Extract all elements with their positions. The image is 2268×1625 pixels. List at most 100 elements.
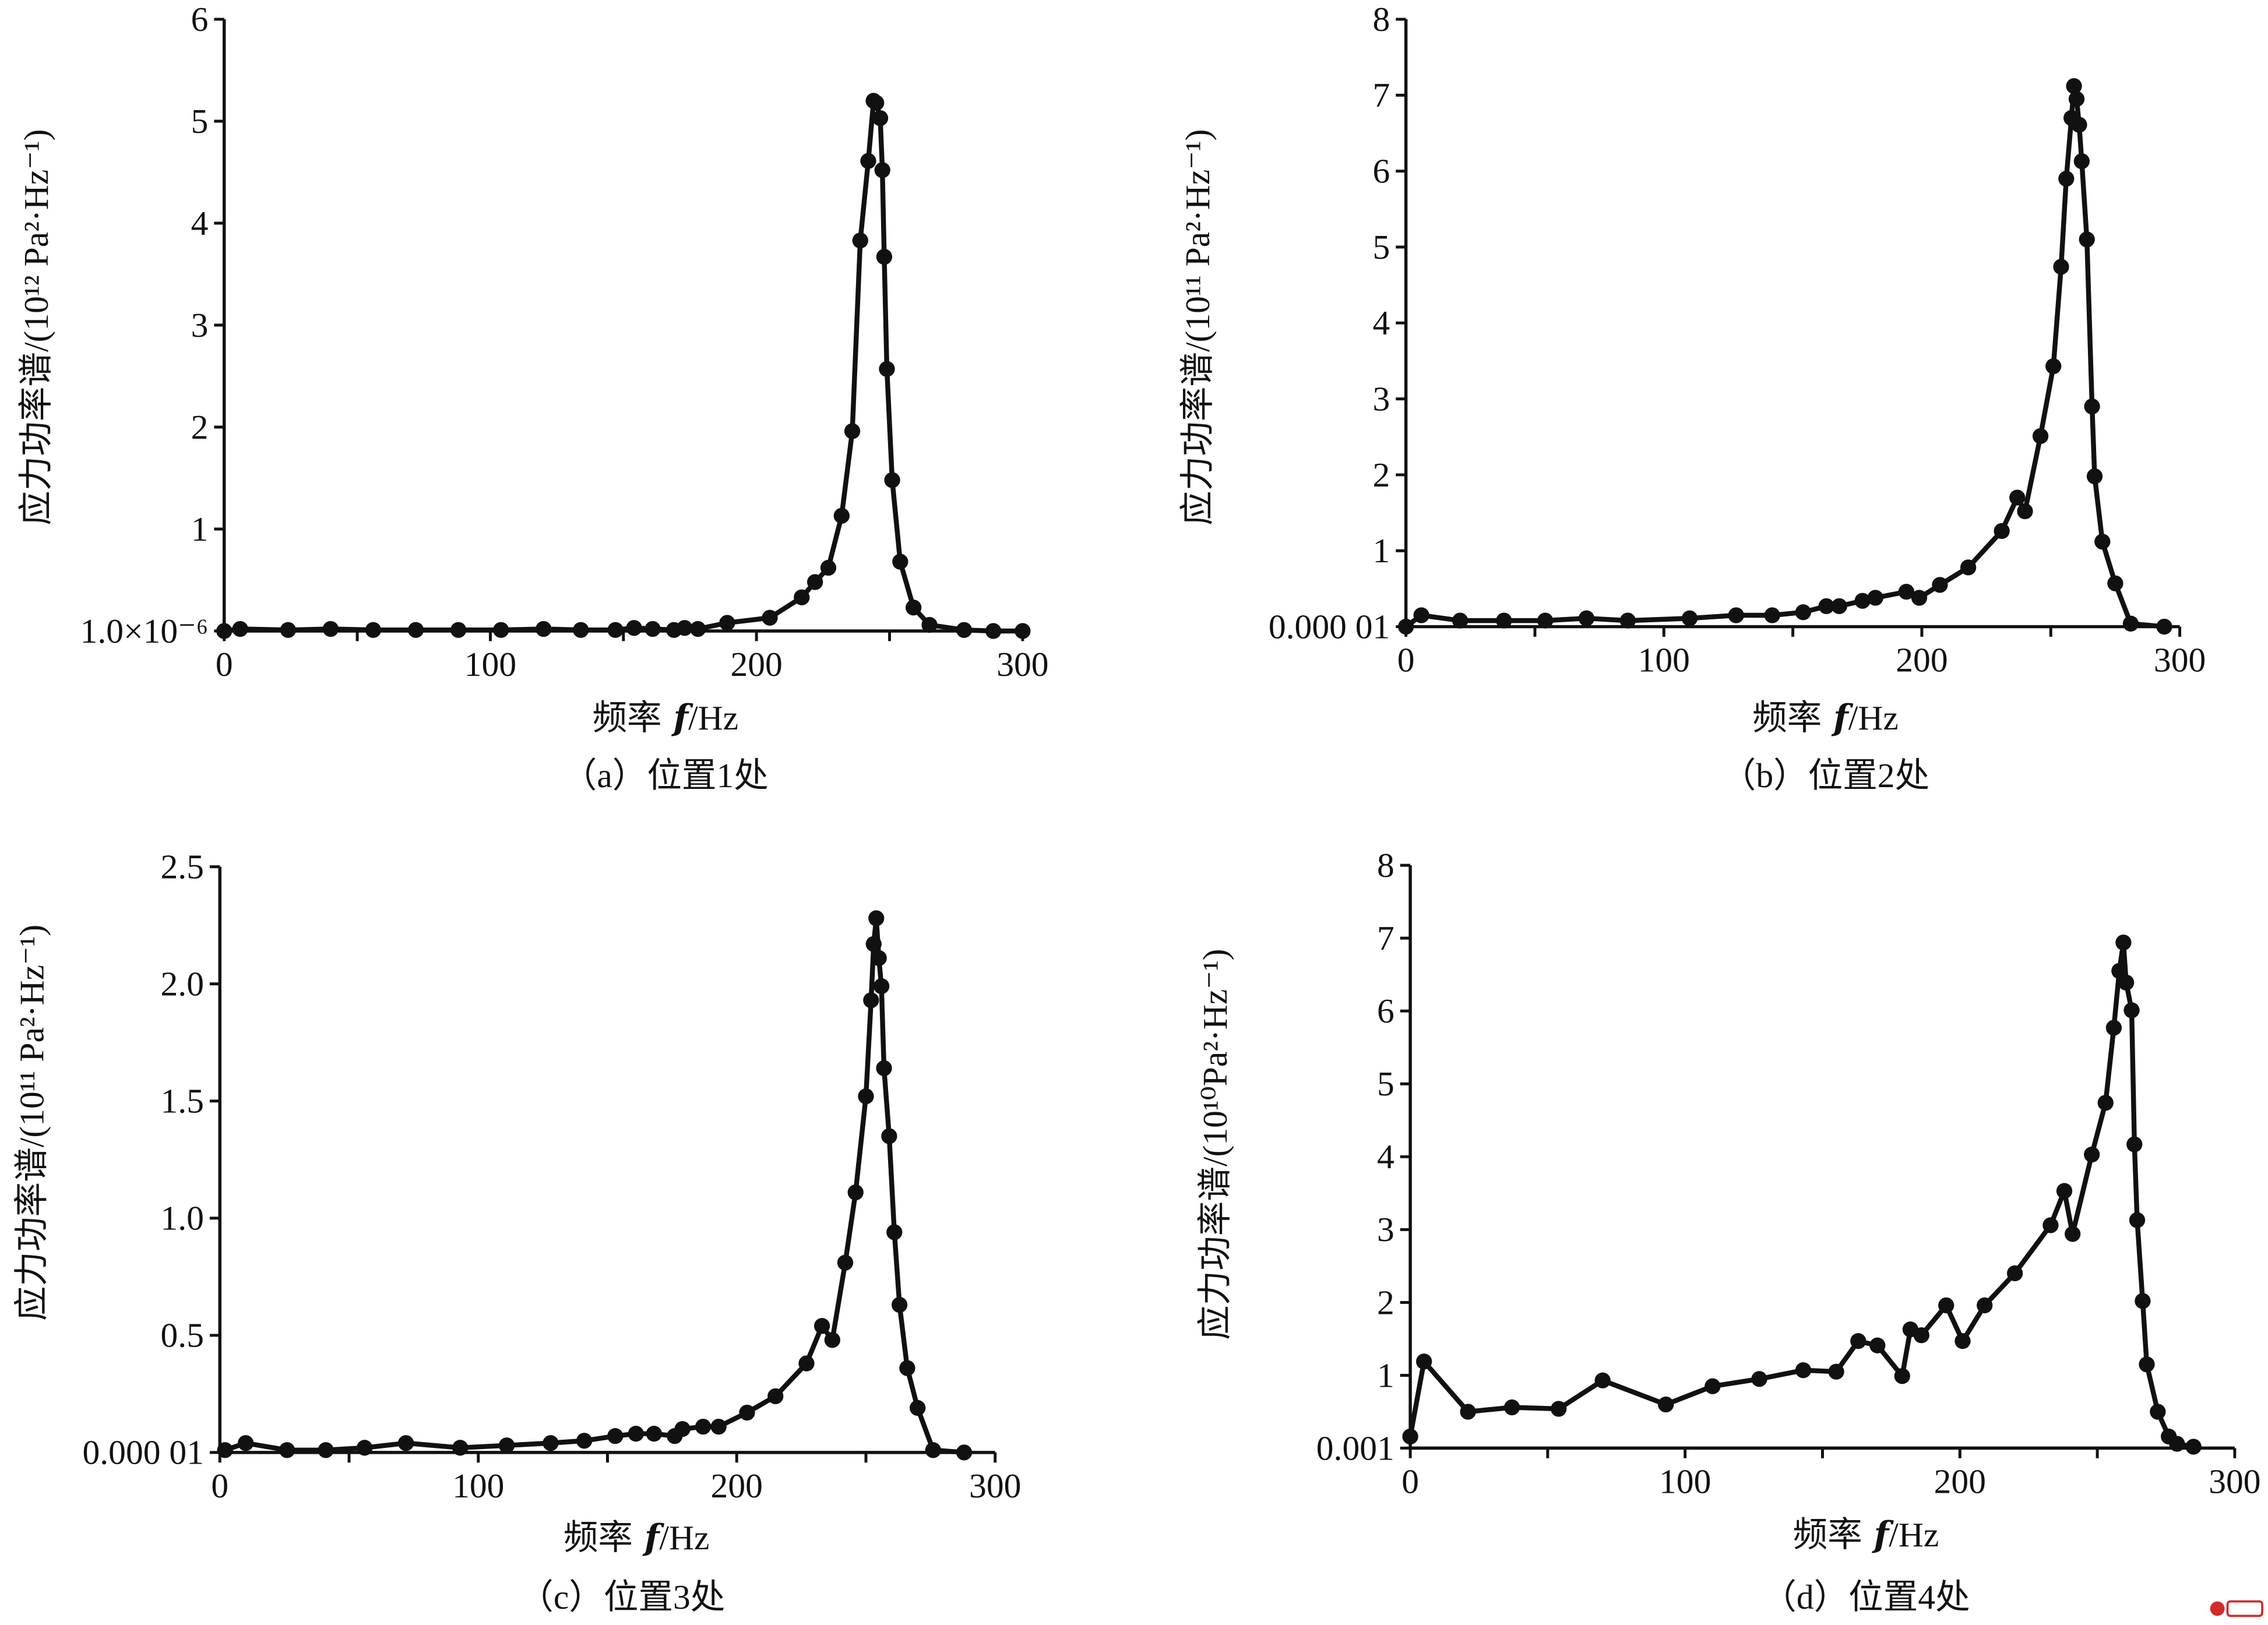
data-point — [2094, 533, 2111, 550]
x-axis-label: 频率 f/Hz — [1793, 1514, 1939, 1555]
data-point — [956, 1444, 973, 1461]
x-tick-label: 300 — [969, 1467, 1021, 1505]
y-tick-label: 1.0 — [161, 1199, 204, 1238]
data-point — [1828, 1363, 1844, 1380]
data-point — [2139, 1356, 2155, 1373]
x-tick-label: 0 — [1397, 640, 1415, 679]
data-point — [628, 1426, 644, 1442]
data-point — [1977, 1297, 1993, 1314]
data-point — [646, 1426, 662, 1442]
data-point — [1704, 1378, 1721, 1394]
data-point — [1578, 610, 1595, 626]
y-tick-label: 2 — [1373, 456, 1390, 494]
series-line — [1407, 940, 2196, 1450]
data-point — [216, 623, 233, 639]
data-point — [279, 1442, 295, 1458]
data-point — [2084, 398, 2100, 415]
data-point — [820, 559, 837, 576]
x-tick-label: 100 — [464, 645, 516, 683]
data-point — [1496, 612, 1512, 629]
data-point — [881, 1128, 897, 1144]
data-point — [318, 1442, 334, 1458]
y-tick-label: 8 — [1373, 0, 1390, 38]
data-point — [1015, 623, 1031, 639]
y-tick-label: 5 — [1377, 1064, 1394, 1103]
data-point — [884, 472, 900, 488]
data-point — [1416, 1353, 1432, 1370]
data-point — [1954, 1333, 1971, 1349]
data-point — [1831, 598, 1847, 615]
chart-b: 0 100 200 300 0.000 01 1 2 3 4 5 6 7 8 应力功率谱/(10¹¹ P… — [1178, 0, 2206, 795]
data-point — [237, 1435, 254, 1451]
data-point — [2129, 1212, 2146, 1228]
y-axis-label: 应力功率谱/(10¹¹ Pa²·Hz⁻¹) — [1178, 129, 1217, 526]
data-point — [2056, 1183, 2073, 1199]
data-point — [217, 1442, 233, 1458]
data-point — [2097, 1095, 2114, 1111]
data-point — [2045, 358, 2062, 375]
data-point — [1537, 612, 1554, 629]
data-point — [1994, 523, 2010, 540]
x-tick-label: 300 — [996, 645, 1048, 683]
watermark-mark-icon — [2210, 1601, 2225, 1616]
data-point — [2071, 117, 2087, 133]
data-point — [860, 153, 876, 169]
x-tick-label: 200 — [1934, 1462, 1986, 1500]
data-point — [1681, 610, 1698, 626]
data-point — [232, 621, 248, 637]
data-point — [905, 600, 922, 616]
y-tick-label: 1 — [1377, 1356, 1394, 1394]
data-point — [710, 1418, 727, 1435]
data-point — [1867, 590, 1883, 606]
x-tick-label: 200 — [711, 1467, 763, 1505]
x-axis-label-unit: /Hz — [659, 1518, 709, 1557]
data-point — [1932, 577, 1948, 593]
data-point — [2105, 1020, 2122, 1036]
data-point — [407, 622, 424, 638]
data-point — [798, 1355, 815, 1372]
data-point — [2169, 1436, 2185, 1452]
data-point — [2135, 1293, 2151, 1309]
data-point — [1913, 1327, 1929, 1344]
data-point — [2150, 1404, 2166, 1420]
data-point — [1938, 1297, 1954, 1314]
data-point — [2066, 78, 2082, 94]
data-point — [2107, 575, 2123, 591]
data-point — [1619, 612, 1636, 629]
y-tick-label: 3 — [1377, 1210, 1394, 1249]
data-point — [833, 507, 850, 524]
data-point — [1594, 1372, 1611, 1388]
y-axis-label: 应力功率谱/(10¹¹ Pa²·Hz⁻¹) — [12, 925, 51, 1321]
data-point — [2115, 934, 2132, 951]
data-point — [280, 622, 296, 638]
x-axis-label-unit: /Hz — [1889, 1515, 1939, 1554]
data-point — [1894, 1368, 1910, 1384]
y-axis-label: 应力功率谱/(10¹² Pa²·Hz⁻¹) — [17, 129, 55, 526]
x-axis-label-quantity: 频率 — [564, 1518, 633, 1557]
data-point — [2073, 153, 2090, 170]
y-tick-label: 0.5 — [161, 1316, 204, 1355]
data-point — [690, 621, 706, 637]
data-point — [2058, 171, 2075, 187]
data-point — [910, 1400, 926, 1416]
data-point — [807, 574, 823, 590]
data-point — [322, 621, 339, 637]
data-point — [2126, 1136, 2143, 1152]
y-tick-label: 3 — [191, 306, 209, 344]
data-point — [576, 1433, 593, 1449]
data-point — [1898, 583, 1915, 600]
x-axis-label: 频率 f/Hz — [592, 697, 738, 738]
data-point — [1413, 607, 1429, 623]
data-point — [739, 1404, 755, 1421]
data-point — [2017, 503, 2033, 520]
x-tick-label: 300 — [2154, 640, 2206, 679]
data-point — [1751, 1371, 1767, 1387]
y-tick-label: 4 — [1377, 1137, 1394, 1176]
data-point — [607, 622, 624, 638]
data-point — [899, 1360, 915, 1376]
data-point — [1818, 598, 1834, 615]
plot-area: 0 100 200 300 1.0×10⁻⁶ 1 2 3 4 5 6 — [80, 0, 1049, 683]
data-point — [450, 622, 467, 638]
plot-area: 0 100 200 300 0.000 01 0.5 1.0 1.5 2.0 2.5 — [83, 847, 1022, 1504]
data-point — [1460, 1404, 1476, 1420]
